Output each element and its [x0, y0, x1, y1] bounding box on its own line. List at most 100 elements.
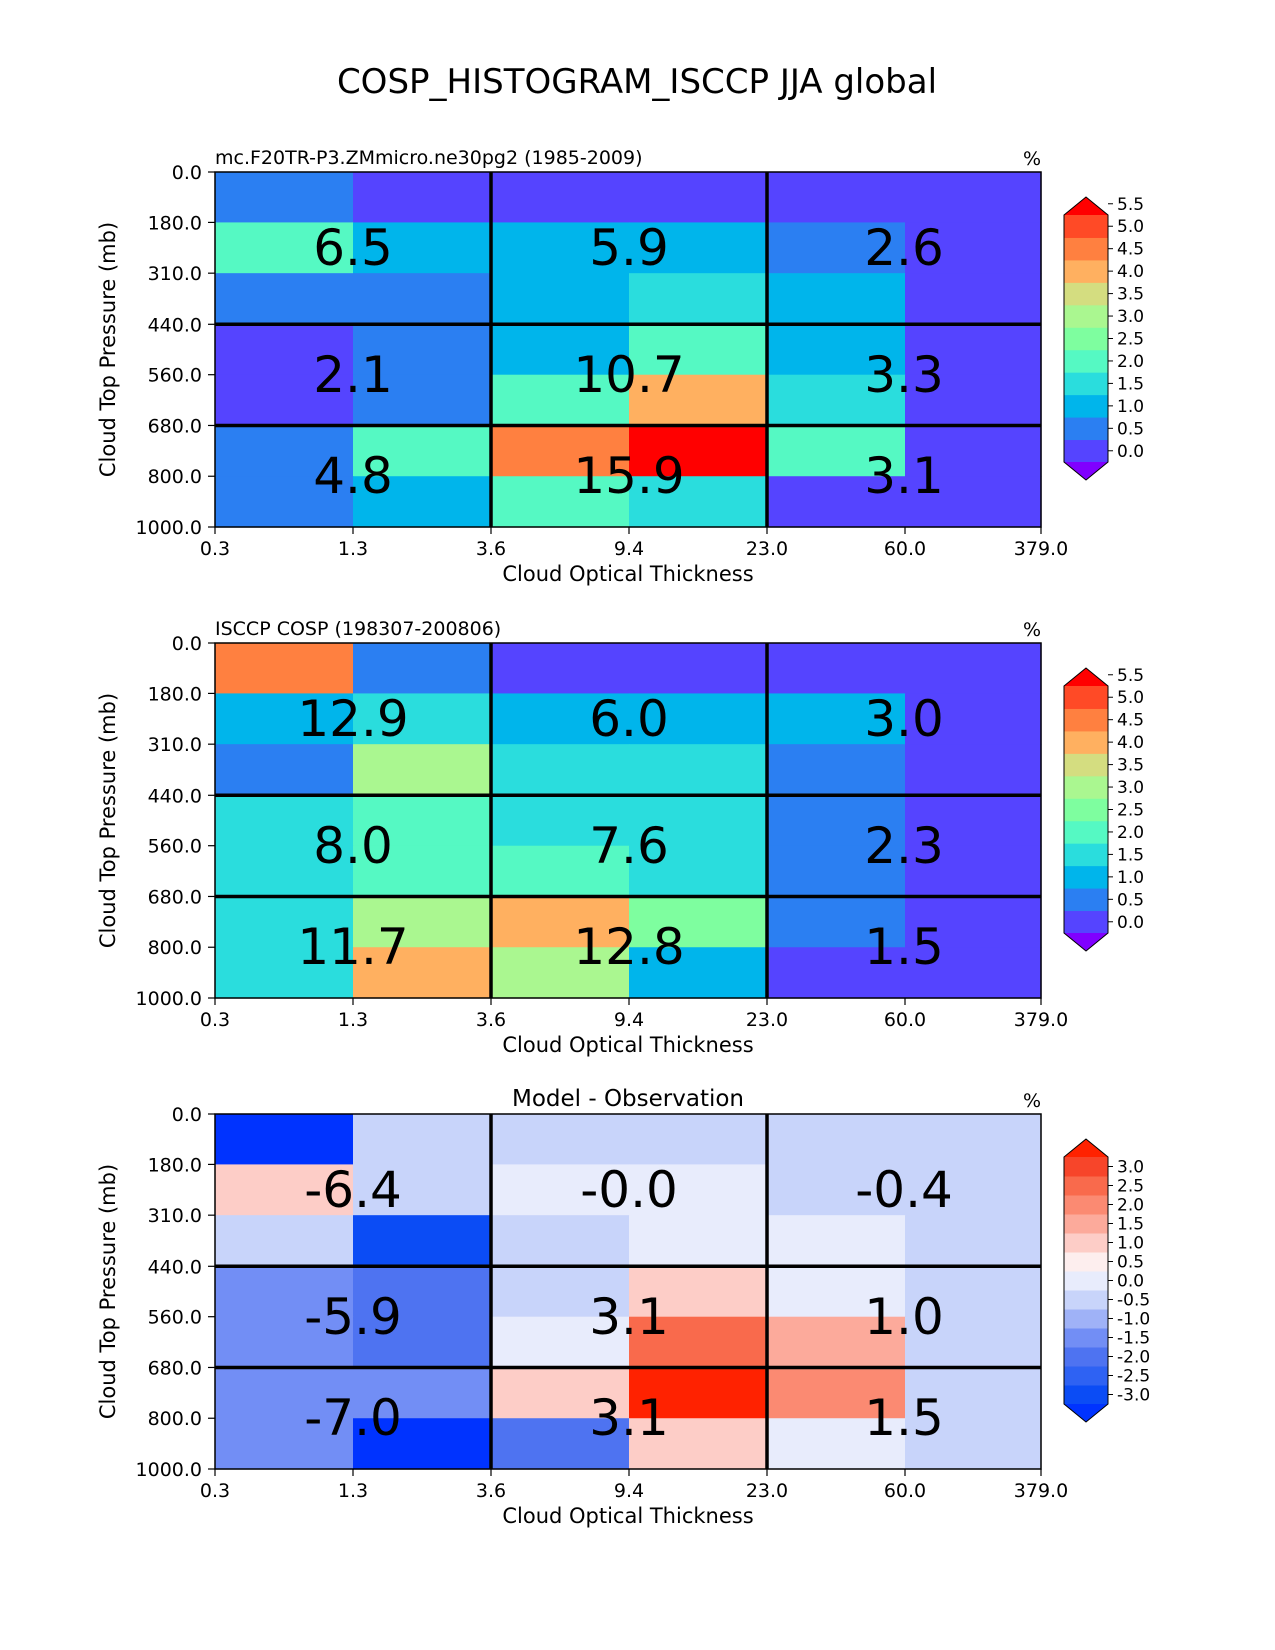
colorbar-band: [1064, 1290, 1108, 1310]
data-label: 3.1: [864, 447, 944, 505]
colorbar-outline: [1063, 196, 1109, 481]
heatmap-cell: [905, 1266, 1042, 1318]
heatmap-cell: [629, 795, 768, 847]
heatmap-cell: [905, 693, 1042, 745]
data-label: 5.9: [589, 219, 669, 277]
colorbar-outline: [1063, 1138, 1109, 1423]
heatmap-cell: [629, 1215, 768, 1267]
colorbar: 5.55.0 4.54.0 3.53.0 2.52.01.5 1.00.5 0.0: [1063, 195, 1144, 481]
y-axis-label: Cloud Top Pressure (mb): [96, 222, 120, 477]
data-label: 1.5: [864, 1389, 944, 1447]
colorbar-band: [1064, 1195, 1108, 1215]
data-label: 8.0: [313, 817, 393, 875]
data-label: 3.1: [589, 1288, 669, 1346]
heatmap-cell: [353, 324, 492, 376]
x-tick-label: 0.3: [200, 1480, 230, 1502]
data-label: 6.0: [589, 690, 669, 748]
data-label: 4.8: [313, 447, 393, 505]
y-tick-label: 680.0: [148, 1357, 202, 1379]
y-axis-label: Cloud Top Pressure (mb): [96, 693, 120, 948]
colorbar-band: [1064, 1157, 1108, 1177]
colorbar-band: [1064, 349, 1108, 373]
colorbar-tick-label: 0.0: [1117, 913, 1144, 933]
colorbar-tick-label: 4.0: [1117, 262, 1144, 282]
x-tick-label: 60.0: [884, 1480, 926, 1502]
heatmap-cell: [905, 896, 1042, 948]
data-label: 10.7: [573, 346, 684, 404]
colorbar-tick-label: 1.5: [1117, 374, 1144, 394]
y-tick-label: 800.0: [148, 466, 202, 488]
colorbar-under-arrow: [1064, 933, 1108, 951]
y-tick-label: 1000.0: [136, 1459, 202, 1481]
colorbar-band: [1064, 304, 1108, 328]
heatmap-cell: [767, 1418, 906, 1470]
heatmap-cell: [353, 947, 492, 999]
heatmap-cell: [629, 1164, 768, 1216]
heatmap-cell: [353, 1114, 492, 1166]
heatmap-cell: [215, 1164, 354, 1216]
heatmap-cell: [629, 845, 768, 898]
colorbar-band: [1064, 798, 1108, 822]
heatmap-cell: [629, 1418, 768, 1470]
heatmap-cell: [767, 1215, 906, 1267]
data-label: -6.4: [304, 1161, 402, 1219]
heatmap-cell: [629, 222, 768, 274]
heatmap-cell: [905, 795, 1042, 847]
heatmap-cell: [215, 693, 354, 745]
heatmap-cell: [215, 1215, 354, 1267]
plot-frame: [214, 171, 1042, 528]
colorbar-tick-label: 5.5: [1117, 666, 1144, 686]
heatmap-cell: [629, 896, 768, 948]
colorbar-tick-label: 2.0: [1117, 1196, 1144, 1216]
colorbar-tick-label: 3.0: [1117, 307, 1144, 327]
heatmap-cell: [491, 273, 630, 325]
chart-panel-2: 12.9 6.0 3.0 8.0 7.6 2.3 11.7 12.8 1.5 0.3 1.3 3.6 9…: [96, 618, 1144, 1057]
colorbar-band: [1064, 237, 1108, 261]
heatmap-cell: [629, 744, 768, 796]
colorbar: 3.02.52.01.51.00.50.0-0.5-1.0-1.5-2.0-2.…: [1063, 1138, 1150, 1423]
colorbar-tick-label: 1.0: [1117, 397, 1144, 417]
y-tick-label: 180.0: [148, 683, 202, 705]
heatmap-cell: [353, 222, 492, 274]
colorbar-band: [1064, 259, 1108, 283]
heatmap-cell: [491, 1316, 630, 1369]
heatmap-cell: [629, 425, 768, 477]
heatmap-cell: [491, 172, 630, 224]
colorbar-band: [1064, 865, 1108, 889]
heatmap-cell: [353, 273, 492, 325]
plot-frame: [214, 1113, 1042, 1470]
colorbar-tick-label: 3.5: [1117, 756, 1144, 776]
heatmap-cell: [353, 374, 492, 427]
heatmap-cell: [353, 1164, 492, 1216]
colorbar-band: [1064, 775, 1108, 799]
colorbar: 5.55.0 4.54.0 3.53.0 2.52.01.5 1.00.5 0.0: [1063, 666, 1144, 952]
heatmap-cell: [767, 693, 906, 745]
y-tick-label: 560.0: [148, 836, 202, 858]
heatmap-cell: [491, 1114, 630, 1166]
colorbar-tick-label: -2.5: [1117, 1367, 1150, 1387]
colorbar-band: [1064, 1385, 1108, 1405]
y-tick-label: 310.0: [148, 734, 202, 756]
heatmap-cell: [905, 222, 1042, 274]
x-tick-label: 0.3: [200, 1009, 230, 1031]
colorbar-tick-label: 5.5: [1117, 195, 1144, 215]
colorbar-tick-label: 0.0: [1117, 1272, 1144, 1292]
heatmap-cell: [767, 222, 906, 274]
heatmap-cell: [215, 172, 354, 224]
heatmap-cell: [353, 425, 492, 477]
x-tick-label: 3.6: [476, 1009, 506, 1031]
plot-frame: [214, 642, 1042, 999]
colorbar-under-arrow: [1064, 1404, 1108, 1422]
heatmap-cell: [629, 693, 768, 745]
heatmap-cell: [491, 222, 630, 274]
x-tick-label: 1.3: [338, 1480, 368, 1502]
heatmap-cell: [353, 476, 492, 528]
heatmap-cell: [215, 476, 354, 528]
y-tick-label: 440.0: [148, 314, 202, 336]
y-tick-label: 560.0: [148, 1307, 202, 1329]
figure-title: COSP_HISTOGRAM_ISCCP JJA global: [337, 62, 937, 102]
panel-title: Model - Observation: [512, 1086, 744, 1112]
heatmap-cell: [491, 324, 630, 376]
heatmap-cell: [353, 172, 492, 224]
